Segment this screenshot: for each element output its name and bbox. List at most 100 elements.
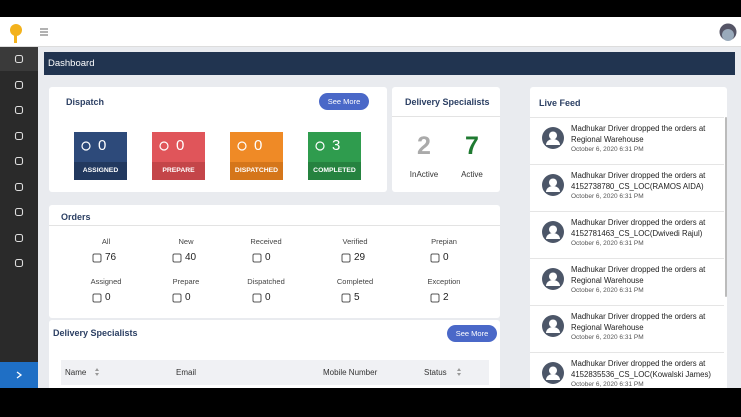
feed-item: Madhukar Driver dropped the orders at Re… [530, 305, 724, 352]
nav-item[interactable] [0, 200, 38, 224]
order-icon [252, 293, 262, 303]
nav-icon [14, 207, 24, 217]
nav-icon [14, 258, 24, 268]
sidebar-expand[interactable] [0, 362, 38, 388]
order-label: Prepian [431, 237, 457, 246]
order-value: 29 [354, 252, 366, 263]
avatar [542, 221, 564, 243]
order-icon [172, 293, 182, 303]
tile-label: DISPATCHED [230, 162, 283, 180]
order-icon [252, 253, 262, 263]
chevron-icon [16, 371, 23, 379]
order-count: 40 [156, 252, 216, 264]
feed-text: Madhukar Driver dropped the orders at Re… [571, 312, 706, 332]
orders-card: Orders All 76 New 40 Received 0 Verified 29 Prep… [49, 205, 500, 318]
order-icon [430, 253, 440, 263]
order-label: All [101, 237, 111, 246]
status-tile[interactable]: 3 COMPLETED [308, 132, 361, 180]
order-label: Completed [336, 277, 374, 286]
nav-icon [14, 233, 24, 242]
tile-value: 0 [98, 137, 107, 154]
column-header[interactable]: Mobile Number [323, 368, 378, 377]
app: Dashboard Dispatch See More 0 ASSIGNED 0 PR… [0, 17, 741, 388]
see-more-button[interactable]: See More [447, 325, 497, 342]
nav-icon [14, 105, 24, 115]
sort-icon [95, 368, 99, 376]
feed-item: Madhukar Driver dropped the orders at 41… [530, 352, 724, 388]
nav-icon [14, 80, 24, 89]
nav-item[interactable] [0, 124, 38, 148]
column-header[interactable]: Email [176, 368, 197, 377]
avatar [542, 268, 564, 290]
order-count: 0 [414, 252, 474, 264]
column-header[interactable]: Name [65, 368, 87, 377]
feed-item: Madhukar Driver dropped the orders at 41… [530, 211, 724, 258]
tile-icon [237, 141, 247, 151]
tile-value: 0 [254, 137, 263, 154]
feed-time: October 6, 2020 6:31 PM [571, 146, 644, 153]
nav-icon [14, 131, 24, 140]
status-tile[interactable]: 0 ASSIGNED [74, 132, 127, 180]
order-icon [92, 253, 102, 263]
count-label: InActive [409, 170, 439, 179]
tile-label: COMPLETED [308, 162, 361, 180]
order-value: 0 [185, 292, 191, 303]
order-value: 5 [354, 292, 360, 303]
feed-time: October 6, 2020 6:31 PM [571, 193, 644, 200]
order-label: Dispatched [247, 277, 285, 286]
feed-text: Madhukar Driver dropped the orders at Re… [571, 124, 706, 144]
feed-item: Madhukar Driver dropped the orders at 41… [530, 164, 724, 211]
nav-icon [14, 156, 24, 166]
divider [49, 225, 500, 226]
tile-value: 0 [176, 137, 185, 154]
tile-label: PREPARE [152, 162, 205, 180]
nav-item[interactable] [0, 175, 38, 199]
order-value: 0 [443, 252, 449, 263]
order-label: Exception [427, 277, 461, 286]
nav-item[interactable] [0, 73, 38, 97]
status-tile[interactable]: 0 PREPARE [152, 132, 205, 180]
avatar[interactable] [719, 23, 737, 41]
logo [10, 24, 22, 43]
nav-item[interactable] [0, 47, 38, 71]
nav-item[interactable] [0, 149, 38, 173]
tile-label: ASSIGNED [74, 162, 127, 180]
feed-time: October 6, 2020 6:31 PM [571, 334, 644, 341]
column-header[interactable]: Status [424, 368, 447, 377]
sort-icon [457, 368, 461, 376]
nav-item[interactable] [0, 226, 38, 250]
specialists-summary-card: Delivery Specialists 2 InActive 7 Active [392, 87, 500, 192]
feed-text: Madhukar Driver dropped the orders at 41… [571, 218, 706, 238]
order-icon [341, 253, 351, 263]
feed-time: October 6, 2020 6:31 PM [571, 381, 644, 388]
count: 2 [417, 132, 431, 160]
order-count: 0 [236, 252, 296, 264]
order-value: 0 [105, 292, 111, 303]
nav-item[interactable] [0, 98, 38, 122]
order-value: 40 [185, 252, 197, 263]
tile-icon [81, 141, 91, 151]
order-label: Assigned [90, 277, 122, 286]
feed-item: Madhukar Driver dropped the orders at Re… [530, 258, 724, 305]
order-value: 0 [265, 292, 271, 303]
tile-icon [159, 141, 169, 151]
avatar [542, 315, 564, 337]
nav-item[interactable] [0, 251, 38, 275]
order-label: Prepare [172, 277, 200, 286]
order-count: 0 [156, 292, 216, 304]
card-title: Delivery Specialists [405, 97, 490, 107]
order-count: 29 [325, 252, 385, 264]
menu-toggle[interactable] [39, 27, 49, 37]
sidebar [0, 47, 38, 388]
status-tile[interactable]: 0 DISPATCHED [230, 132, 283, 180]
order-icon [92, 293, 102, 303]
order-icon [430, 293, 440, 303]
nav-icon [14, 54, 24, 64]
order-label: Received [250, 237, 282, 246]
avatar [542, 127, 564, 149]
order-value: 0 [265, 252, 271, 263]
see-more-button[interactable]: See More [319, 93, 369, 110]
order-count: 5 [325, 292, 385, 304]
order-icon [172, 253, 182, 263]
table-header: Name Email Mobile Number Status [61, 360, 489, 385]
